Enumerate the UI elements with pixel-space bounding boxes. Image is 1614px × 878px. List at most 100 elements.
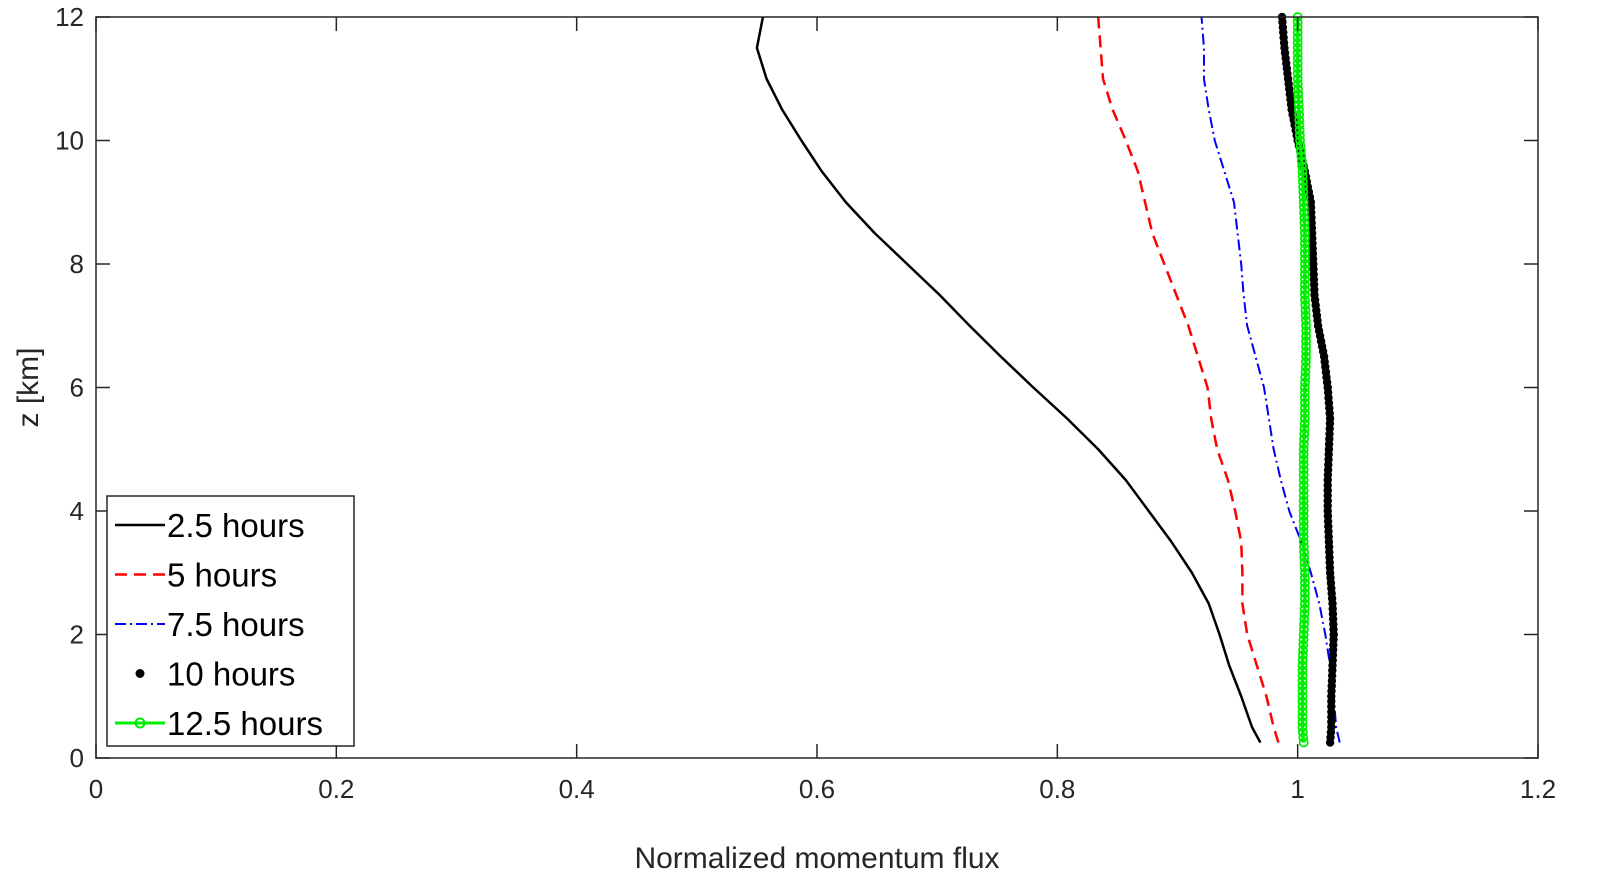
x-tick-label: 0.6 [799,774,835,804]
data-point [1300,367,1311,377]
data-point [1298,624,1309,635]
data-point [1298,181,1308,192]
data-point [1298,645,1308,655]
data-point [1297,655,1308,666]
data-point [1298,470,1309,480]
data-point [1299,233,1310,244]
data-point [1298,490,1309,501]
x-tick-label: 1 [1290,774,1304,804]
data-point [1298,454,1309,465]
data-point [1299,572,1310,583]
data-point [1300,295,1310,305]
data-point [1299,269,1310,280]
data-point [1298,639,1309,650]
data-point [1299,557,1310,568]
data-point [1299,593,1310,604]
legend-item-7-5-hours: 7.5 hours [115,606,305,643]
data-point [1298,202,1309,213]
data-point [1297,701,1308,712]
data-point [1299,588,1310,599]
data-point [1299,614,1310,624]
data-point [1299,598,1310,609]
data-point [1298,526,1309,537]
data-point [1297,706,1308,717]
data-point [1299,279,1310,290]
data-point [1292,68,1303,79]
x-tick-label: 0.2 [318,774,354,804]
y-tick-label: 10 [55,126,84,156]
data-point [1299,562,1310,573]
data-point [1299,264,1310,275]
legend-label: 10 hours [167,656,295,693]
x-tick-label: 0.4 [559,774,595,804]
data-point [1297,166,1308,177]
data-point [1298,475,1309,486]
data-point [1293,89,1304,100]
data-point [1299,238,1310,249]
legend-box [106,495,355,747]
legend-label: 5 hours [167,557,277,594]
data-point [1299,387,1310,398]
data-point [1298,464,1309,475]
legend-item-12-5-hours: 12.5 hours [115,705,323,742]
data-point [1296,151,1307,161]
series-7-5-hours [1200,16,1341,743]
data-point [1299,284,1310,295]
data-point [1297,711,1308,722]
data-point [1300,377,1310,388]
data-point [1298,449,1309,460]
data-point [1296,156,1307,166]
data-point [1294,109,1304,120]
data-point [1298,521,1309,532]
data-point [1298,531,1309,542]
data-point [1297,675,1308,686]
data-point [1297,176,1308,187]
data-point [1299,212,1310,223]
data-point [1300,300,1311,311]
data-point [1298,495,1309,506]
data-point [1298,542,1309,552]
data-point [1297,727,1308,738]
data-point [1299,253,1310,264]
series-2-5-hours [755,16,1262,744]
data-point [1292,48,1303,58]
data-point [1298,197,1309,208]
data-point [1297,665,1308,676]
data-point [1292,78,1303,89]
series-line-7-5-hours [1200,16,1341,743]
data-point [1292,73,1303,84]
data-point [1299,619,1309,630]
y-axis: 0 2 4 6 8 10 12 [55,2,1538,773]
data-point [1298,536,1309,547]
legend-item-5-hours: 5 hours [115,557,277,594]
data-point [1299,578,1310,588]
y-tick-label: 4 [70,496,84,526]
x-axis-title: Normalized momentum flux [634,842,999,875]
data-point [1301,331,1311,341]
y-tick-label: 0 [70,743,84,773]
data-point [1293,84,1303,94]
data-point [1299,418,1310,429]
legend-label: 2.5 hours [167,507,305,544]
data-point [1301,341,1311,352]
data-point [1301,320,1311,331]
data-point [1294,120,1305,130]
data-point [1298,634,1309,645]
data-point [1299,408,1310,419]
data-point [1299,398,1310,408]
x-tick-label: 0.8 [1039,774,1075,804]
series-line-2-5-hours [755,16,1262,744]
data-point [1299,248,1310,259]
data-point [1299,223,1310,233]
y-tick-label: 8 [70,249,84,279]
data-point [1292,53,1303,64]
data-point [1297,696,1308,707]
data-point [1294,130,1305,141]
data-point [1299,274,1310,285]
data-point [1294,115,1305,125]
legend-item-2-5-hours: 2.5 hours [115,507,305,544]
data-point [1299,243,1310,254]
data-point [1295,140,1306,151]
legend-label: 7.5 hours [167,606,305,643]
series-line-12-5-hours [1296,17,1308,743]
